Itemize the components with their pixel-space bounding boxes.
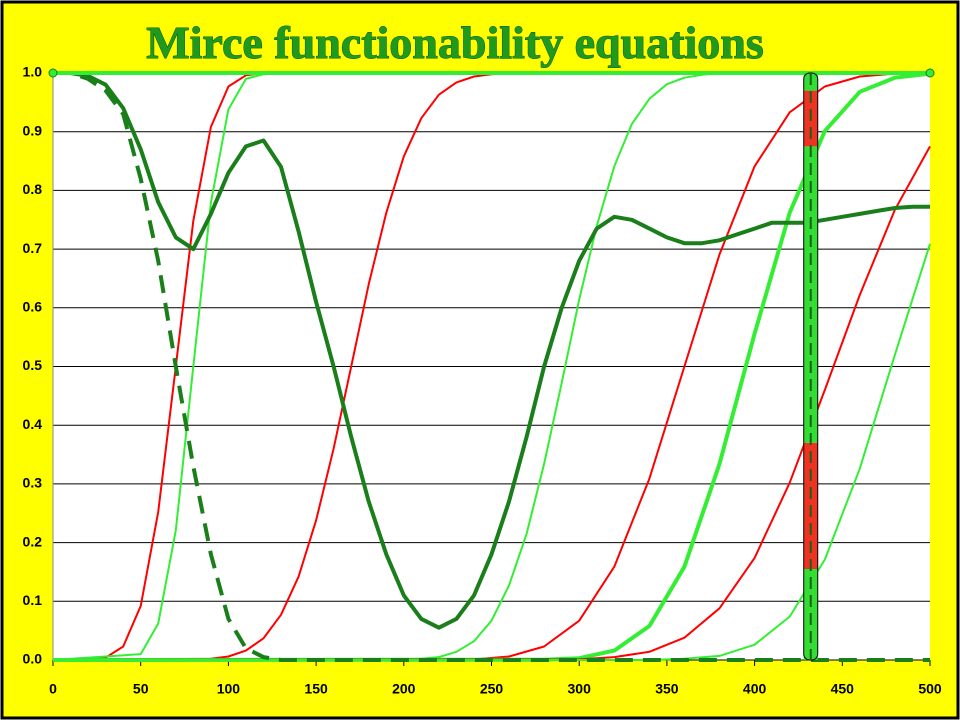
chart-title: Mirce functionability equations	[146, 17, 764, 68]
x-tick-label: 100	[217, 681, 241, 697]
x-tick-label: 200	[392, 681, 416, 697]
line-series	[52, 145, 931, 661]
line-series	[52, 72, 930, 661]
y-tick-label: 0.9	[23, 122, 43, 138]
line-series	[53, 71, 930, 630]
x-tick-label: 450	[831, 681, 855, 697]
x-tick-label: 50	[133, 681, 149, 697]
y-tick-label: 0.3	[23, 475, 43, 491]
x-tick-label: 500	[918, 681, 942, 697]
y-tick-label: 0.2	[23, 533, 43, 549]
x-tick-label: 400	[743, 681, 767, 697]
line-series	[53, 243, 931, 661]
y-tick-label: 0.0	[23, 651, 43, 667]
line-series	[52, 72, 930, 661]
y-tick-label: 1.0	[23, 64, 43, 80]
y-tick-label: 0.1	[23, 592, 43, 608]
x-tick-label: 350	[655, 681, 679, 697]
y-tick-label: 0.5	[23, 357, 43, 373]
y-tick-label: 0.4	[23, 416, 43, 432]
line-series	[53, 71, 930, 662]
y-tick-label: 0.8	[23, 181, 43, 197]
x-tick-label: 150	[304, 681, 328, 697]
point-marker	[48, 68, 58, 78]
x-tick-label: 300	[568, 681, 592, 697]
y-tick-label: 0.6	[23, 299, 43, 315]
line-series	[52, 72, 931, 661]
x-tick-label: 250	[480, 681, 504, 697]
point-marker	[925, 68, 935, 78]
x-tick-label: 0	[49, 681, 57, 697]
line-series	[52, 71, 931, 662]
y-tick-label: 0.7	[23, 240, 43, 256]
